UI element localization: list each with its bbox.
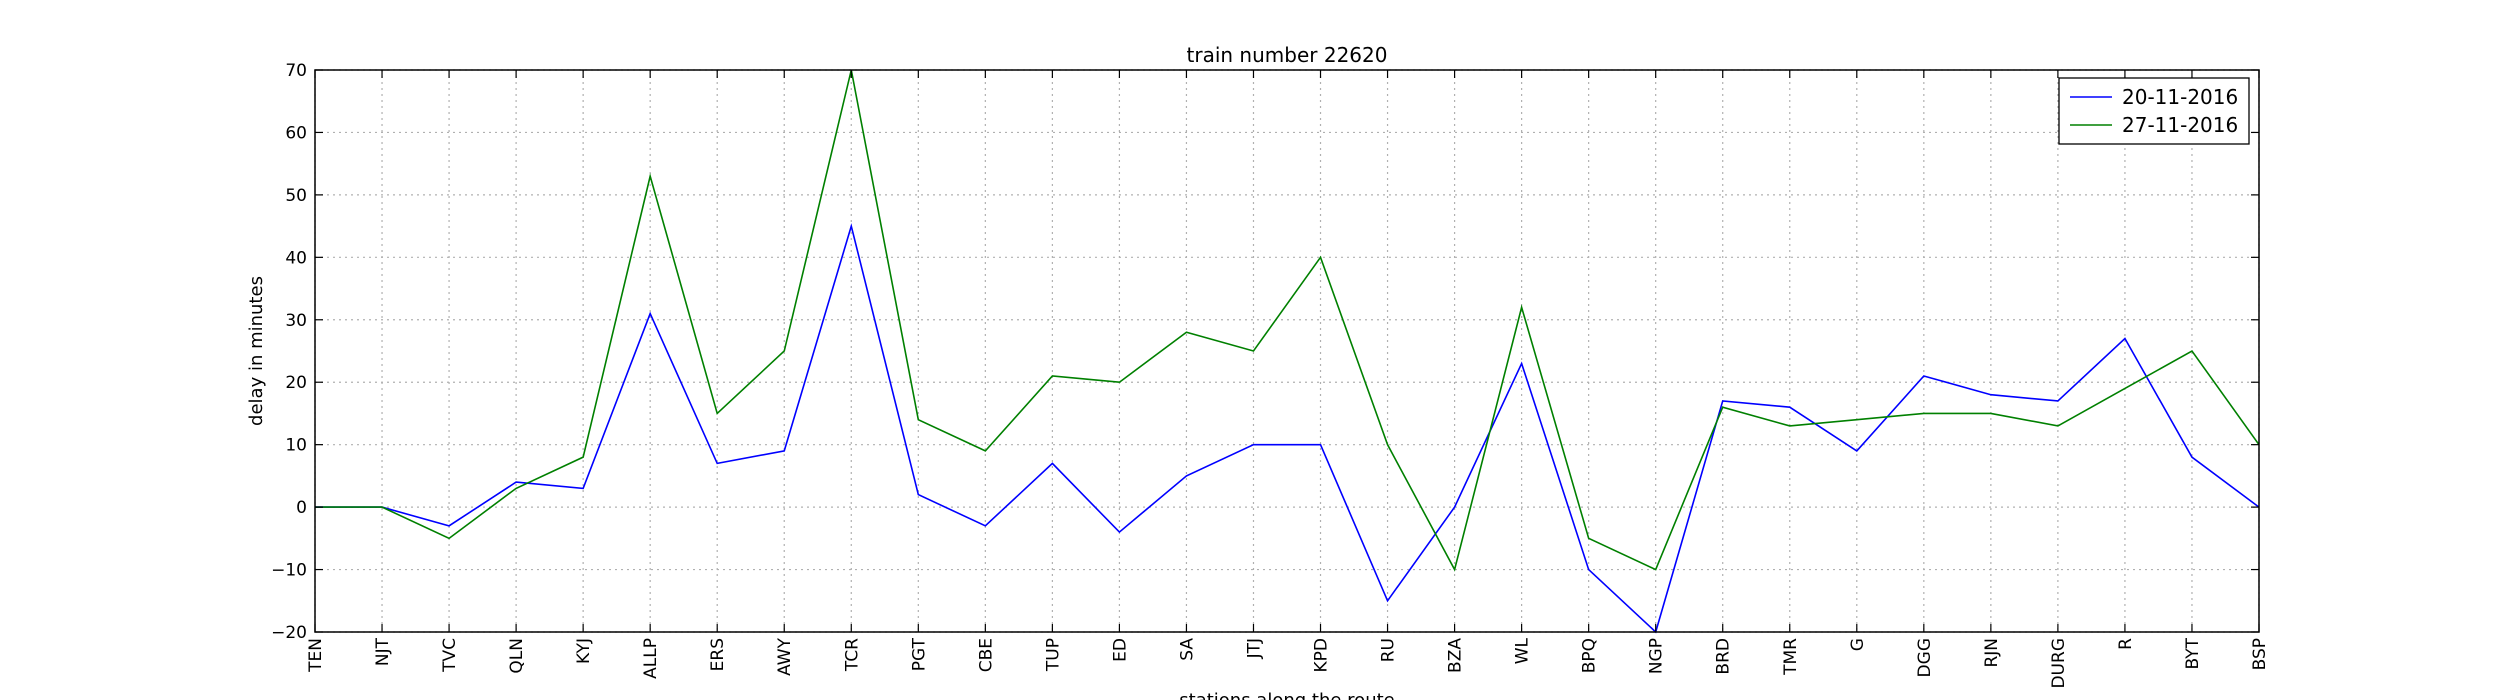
y-tick-label: 70 [285, 61, 307, 81]
x-tick-label-bza: BZA [1446, 638, 1466, 673]
x-tick-label-ed: ED [1110, 638, 1130, 662]
x-tick-label-bsp: BSP [2250, 638, 2270, 670]
legend: 20-11-2016 27-11-2016 [2058, 77, 2250, 145]
legend-label-27-11-2016: 27-11-2016 [2122, 113, 2238, 137]
x-tick-label-wl: WL [1513, 637, 1533, 664]
x-tick-label-qln: QLN [507, 638, 527, 674]
y-tick-label: 10 [285, 436, 307, 456]
series-lines [315, 69, 2260, 634]
x-axis-ticks: TEN NJT TVC QLN KYJ ALLP ERS AWY TCR PGT CBE TUP ED S… [306, 70, 2270, 689]
x-tick-label-njt: NJT [373, 637, 393, 666]
series-line-27-11-2016 [315, 69, 2260, 572]
y-tick-label: 20 [285, 373, 307, 393]
x-tick-label-tvc: TVC [440, 638, 460, 673]
x-tick-label-rjn: RJN [1982, 638, 2002, 668]
x-tick-label-kyj: KYJ [574, 638, 594, 664]
x-tick-label-dgg: DGG [1915, 638, 1935, 677]
x-tick-label-ers: ERS [708, 638, 728, 671]
x-tick-label-ru: RU [1379, 638, 1399, 662]
x-tick-label-awy: AWY [775, 637, 795, 676]
plot-frame [314, 69, 2260, 633]
x-tick-label-durg: DURG [2049, 638, 2069, 689]
y-tick-label: 60 [285, 123, 307, 143]
y-tick-label: −20 [271, 623, 307, 643]
x-tick-label-g: G [1848, 638, 1868, 651]
x-tick-label-allp: ALLP [641, 638, 661, 679]
x-tick-label-sa: SA [1177, 638, 1197, 661]
x-tick-label-byt: BYT [2183, 637, 2203, 669]
chart-title: train number 22620 [1187, 43, 1388, 67]
x-tick-label-jtj: JTJ [1244, 638, 1264, 659]
y-tick-label: 40 [285, 248, 307, 268]
x-tick-label-ngp: NGP [1647, 638, 1667, 674]
x-tick-label-brd: BRD [1714, 638, 1734, 675]
x-tick-label-ten: TEN [306, 638, 326, 673]
y-axis-ticks: −20 −10 0 10 20 30 40 50 60 70 [271, 61, 2259, 643]
x-tick-label-bpq: BPQ [1580, 638, 1600, 673]
x-tick-label-cbe: CBE [976, 638, 996, 672]
x-tick-label-kpd: KPD [1312, 638, 1332, 673]
series-line-20-11-2016 [315, 223, 2260, 634]
legend-box [2058, 77, 2250, 145]
y-tick-label: −10 [271, 561, 307, 581]
y-tick-label: 50 [285, 186, 307, 206]
x-axis-label: stations along the route [1179, 690, 1394, 700]
grid-lines [314, 69, 2260, 633]
x-tick-label-tmr: TMR [1781, 638, 1801, 676]
y-axis-label: delay in minutes [246, 276, 267, 426]
y-tick-label: 30 [285, 311, 307, 331]
x-tick-label-pgt: PGT [909, 637, 929, 671]
x-tick-label-r: R [2116, 638, 2136, 650]
x-tick-label-tup: TUP [1043, 638, 1063, 672]
y-tick-label: 0 [296, 498, 307, 518]
x-tick-label-tcr: TCR [842, 638, 862, 672]
legend-label-20-11-2016: 20-11-2016 [2122, 85, 2238, 109]
